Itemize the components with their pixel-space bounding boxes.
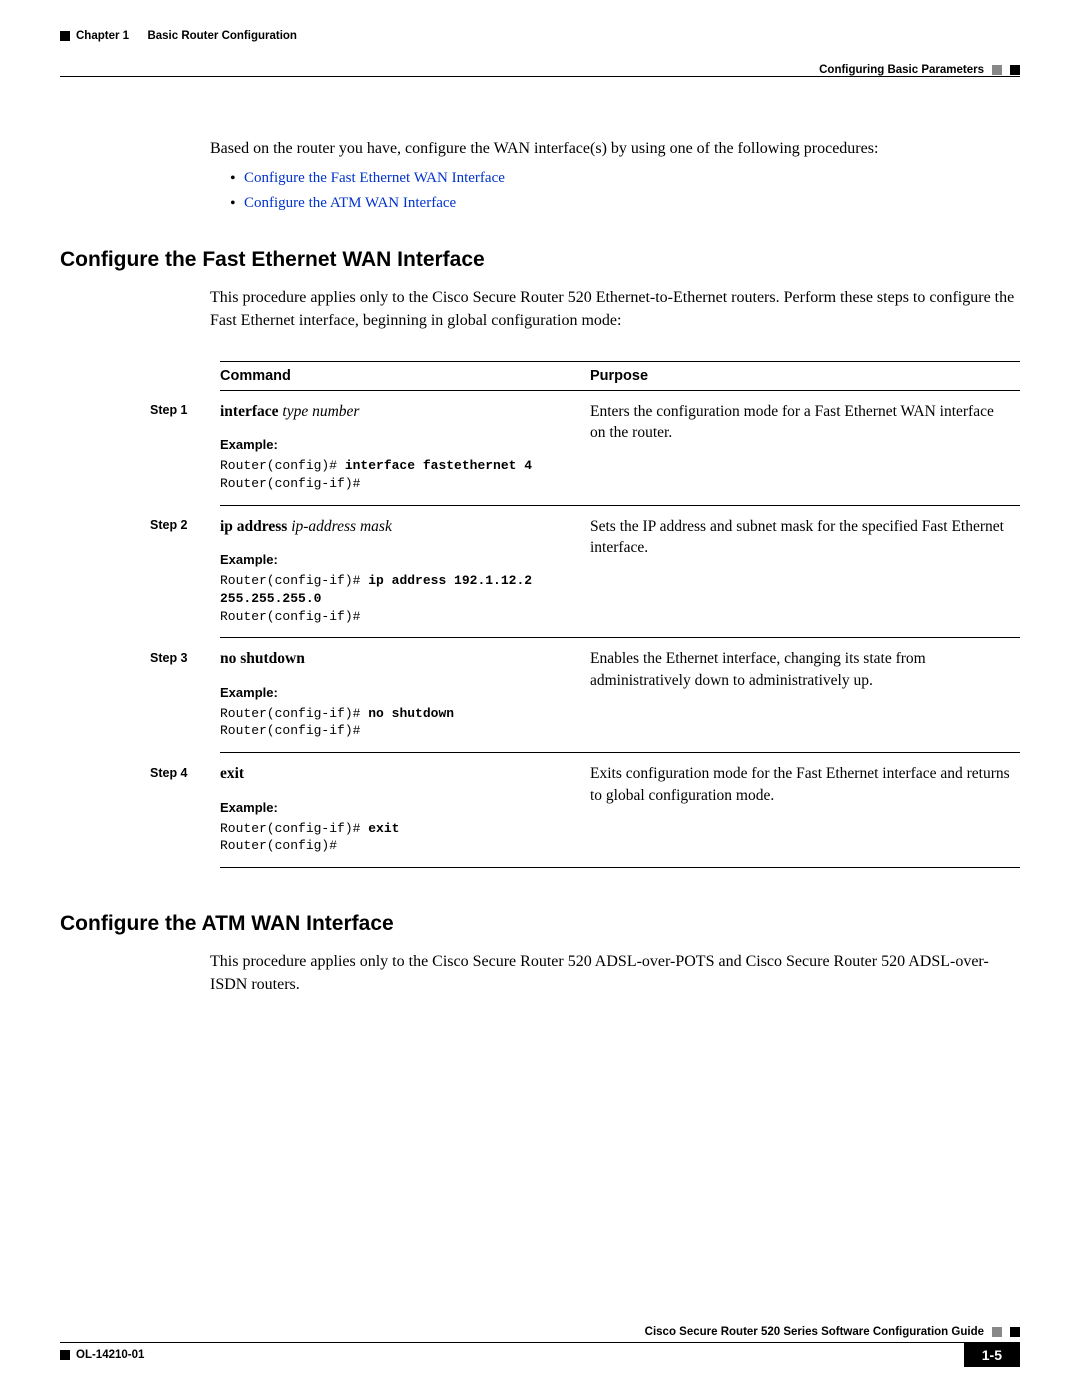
purpose-cell: Sets the IP address and subnet mask for …: [590, 505, 1020, 638]
header-rule: [60, 76, 1020, 77]
chapter-label: Chapter 1: [76, 30, 129, 42]
link-fast-ethernet[interactable]: Configure the Fast Ethernet WAN Interfac…: [244, 170, 505, 186]
step-label: Step 1: [150, 390, 220, 505]
table-row: Step 3no shutdownExample:Router(config-i…: [150, 638, 1020, 753]
footer-gray-icon: [992, 1327, 1002, 1337]
purpose-cell: Enables the Ethernet interface, changing…: [590, 638, 1020, 753]
command-cell: exitExample:Router(config-if)# exit Rout…: [220, 753, 590, 868]
section2-heading: Configure the ATM WAN Interface: [60, 912, 1020, 936]
th-purpose: Purpose: [590, 361, 1020, 390]
intro-links-list: Configure the Fast Ethernet WAN Interfac…: [210, 170, 1020, 212]
table-row: Step 1interface type numberExample:Route…: [150, 390, 1020, 505]
header-gray-icon: [992, 65, 1002, 75]
section-title: Configuring Basic Parameters: [819, 64, 984, 76]
intro-text: Based on the router you have, configure …: [210, 137, 1020, 160]
step-label: Step 2: [150, 505, 220, 638]
th-step: [150, 361, 220, 390]
command-table: Command Purpose Step 1interface type num…: [150, 361, 1020, 868]
purpose-cell: Exits configuration mode for the Fast Et…: [590, 753, 1020, 868]
command-cell: interface type numberExample:Router(conf…: [220, 390, 590, 505]
page-header: Chapter 1 Basic Router Configuration: [60, 30, 1020, 42]
section1-desc: This procedure applies only to the Cisco…: [210, 286, 1020, 332]
footer-guide-title: Cisco Secure Router 520 Series Software …: [645, 1326, 984, 1338]
header-black-icon: [1010, 65, 1020, 75]
chapter-title: Basic Router Configuration: [147, 30, 297, 42]
table-row: Step 2ip address ip-address maskExample:…: [150, 505, 1020, 638]
step-label: Step 4: [150, 753, 220, 868]
footer-doc-id: OL-14210-01: [76, 1349, 144, 1361]
step-label: Step 3: [150, 638, 220, 753]
command-cell: no shutdownExample:Router(config-if)# no…: [220, 638, 590, 753]
command-cell: ip address ip-address maskExample:Router…: [220, 505, 590, 638]
page-footer: Cisco Secure Router 520 Series Software …: [60, 1326, 1020, 1367]
footer-marker-icon: [60, 1350, 70, 1360]
purpose-cell: Enters the configuration mode for a Fast…: [590, 390, 1020, 505]
th-command: Command: [220, 361, 590, 390]
section2-desc: This procedure applies only to the Cisco…: [210, 950, 1020, 996]
section1-heading: Configure the Fast Ethernet WAN Interfac…: [60, 248, 1020, 272]
page-number: 1-5: [964, 1343, 1020, 1367]
link-atm[interactable]: Configure the ATM WAN Interface: [244, 195, 456, 211]
table-row: Step 4exitExample:Router(config-if)# exi…: [150, 753, 1020, 868]
header-marker-icon: [60, 31, 70, 41]
footer-black-icon: [1010, 1327, 1020, 1337]
